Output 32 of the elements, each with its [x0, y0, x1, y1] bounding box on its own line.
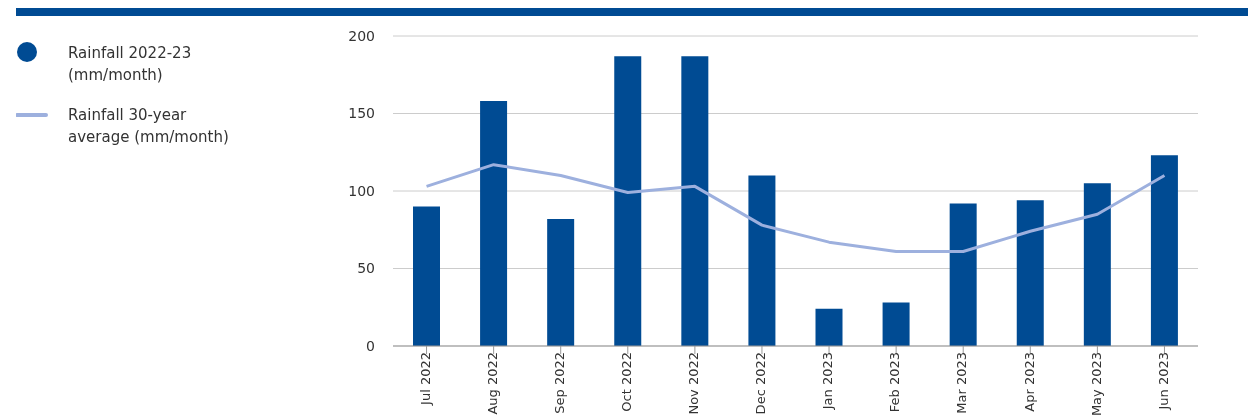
bar	[480, 101, 508, 346]
bar	[1083, 183, 1111, 346]
x-tick-label: Aug 2022	[484, 352, 500, 415]
line-series	[425, 163, 1166, 253]
x-tick-label: Jan 2023	[820, 352, 836, 411]
bar	[815, 308, 843, 346]
x-tick-label: Apr 2023	[1021, 352, 1037, 412]
x-tick-label: Jul 2022	[417, 352, 433, 406]
bar	[1150, 155, 1178, 346]
x-tick-label: Jun 2023	[1155, 352, 1171, 411]
x-tick-label: Nov 2022	[686, 352, 702, 415]
bar	[413, 206, 440, 346]
y-tick-label: 150	[348, 105, 375, 122]
bar	[681, 56, 709, 346]
bar	[1016, 200, 1044, 346]
bar	[949, 203, 977, 346]
x-tick-label: May 2023	[1088, 352, 1104, 417]
y-tick-label: 50	[357, 260, 375, 277]
x-tick-label: Mar 2023	[954, 352, 970, 414]
x-tick-label: Sep 2022	[551, 352, 567, 414]
legend-label: Rainfall 2022-23 (mm/month)	[68, 43, 193, 86]
legend-label: Rainfall 30-year average (mm/month)	[68, 105, 230, 148]
y-tick-label: 0	[366, 337, 375, 354]
bar	[547, 218, 575, 346]
bar	[748, 175, 776, 346]
x-tick-label: Dec 2022	[753, 352, 769, 415]
x-tick-label: Oct 2022	[619, 352, 635, 412]
bar	[882, 302, 910, 346]
bar	[614, 56, 642, 346]
y-tick-label: 100	[348, 182, 375, 199]
x-tick-label: Feb 2023	[887, 352, 903, 413]
y-tick-label: 200	[348, 27, 375, 44]
